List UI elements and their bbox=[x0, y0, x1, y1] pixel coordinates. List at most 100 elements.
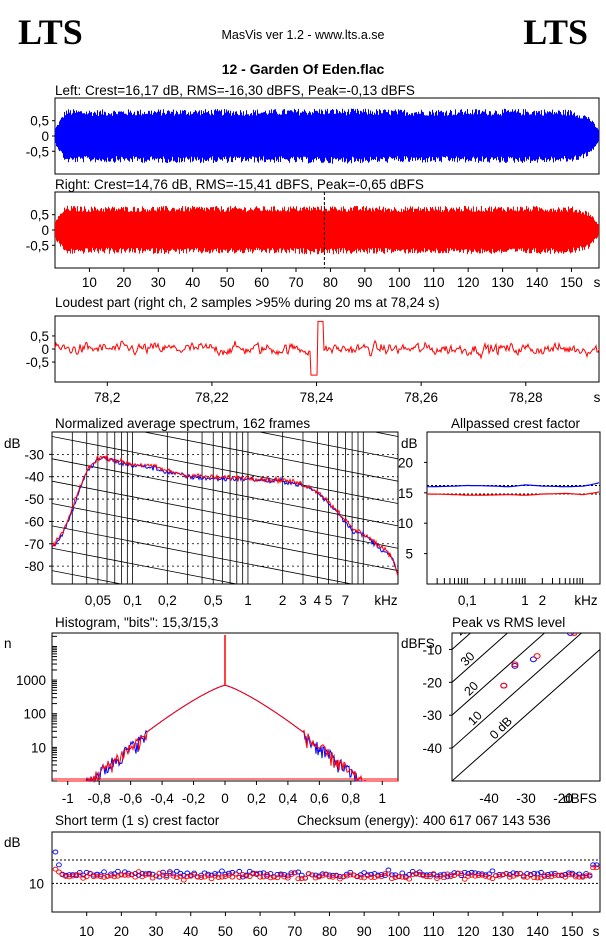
peak-rms-point-right bbox=[580, 621, 586, 626]
time-tick-label: 70 bbox=[288, 275, 303, 290]
short-crest-point-right bbox=[552, 872, 558, 878]
short-crest-xtick-label: 80 bbox=[322, 924, 337, 939]
short-crest-point-right bbox=[430, 871, 437, 877]
short-crest-point-right bbox=[565, 872, 572, 878]
short-crest-point-right bbox=[125, 872, 132, 878]
short-crest-point-right bbox=[475, 873, 482, 878]
loudest-xtick-label: 78,22 bbox=[195, 390, 229, 405]
short-crest-point-right bbox=[305, 871, 312, 877]
short-crest-xtick-label: 110 bbox=[423, 924, 445, 939]
allpass-ytick-label: 15 bbox=[398, 486, 413, 501]
short-crest-point-right bbox=[111, 874, 118, 880]
short-crest-point-right bbox=[416, 872, 423, 877]
allpass-unit-label: kHz bbox=[574, 593, 597, 608]
spectrum-xtick-label: 2 bbox=[279, 593, 287, 608]
short-crest-unit-label: s bbox=[593, 924, 600, 939]
short-crest-point-right bbox=[146, 871, 152, 877]
short-crest-point-right bbox=[350, 872, 357, 878]
peak-rms-ytick-label: -20 bbox=[422, 675, 442, 690]
short-crest-point-right bbox=[104, 874, 111, 879]
peak-rms-point-left bbox=[529, 656, 537, 663]
peak-rms-diagonal bbox=[452, 633, 546, 716]
short-crest-point-right bbox=[517, 871, 524, 876]
short-crest-point-right bbox=[458, 871, 465, 877]
right-waveform-ytick-label: 0,5 bbox=[30, 208, 49, 223]
peak-rms-point-right bbox=[511, 661, 519, 668]
short-crest-point-right bbox=[527, 872, 534, 878]
left-waveform-ytick-label: 0 bbox=[41, 129, 49, 144]
short-crest-point-left bbox=[437, 872, 444, 878]
short-crest-point-left bbox=[52, 849, 59, 855]
short-crest-point-right bbox=[545, 874, 551, 880]
histogram-xtick-label: -0,2 bbox=[182, 791, 205, 806]
histogram-ytick-label: 100 bbox=[23, 707, 46, 722]
short-crest-point-right bbox=[482, 873, 489, 879]
spectrum-slope-line bbox=[142, 432, 398, 482]
short-crest-xtick-label: 100 bbox=[388, 924, 411, 939]
time-unit-label: s bbox=[594, 275, 601, 290]
allpass-ylabel: dB bbox=[401, 436, 418, 451]
histogram-xtick-label: -0,6 bbox=[119, 791, 142, 806]
short-crest-point-right bbox=[163, 874, 170, 880]
short-crest-point-right bbox=[375, 873, 381, 879]
histogram-xtick-label: 1 bbox=[379, 791, 387, 806]
plot-layer: 0,50-0,50,50-0,510 20 30 40 50 60 70 80 90 100 110… bbox=[16, 97, 601, 939]
short-crest-point-left bbox=[434, 873, 440, 879]
peak-rms-point-right bbox=[575, 626, 581, 631]
short-crest-point-left bbox=[115, 868, 121, 874]
short-crest-point-right bbox=[413, 870, 420, 876]
histogram-xtick-label: 0,6 bbox=[310, 791, 329, 806]
time-tick-label: 20 bbox=[116, 275, 131, 290]
left-waveform-title: Left: Crest=16,17 dB, RMS=-16,30 dBFS, P… bbox=[55, 83, 415, 98]
short-crest-point-right bbox=[503, 871, 510, 877]
short-crest-point-right bbox=[132, 874, 139, 880]
short-crest-point-left bbox=[226, 870, 232, 876]
short-crest-ytick-label: 10 bbox=[29, 876, 44, 891]
short-crest-point-right bbox=[441, 875, 447, 881]
short-crest-point-right bbox=[198, 875, 204, 880]
loudest-xtick-label: 78,2 bbox=[94, 390, 120, 405]
short-crest-point-right bbox=[271, 874, 277, 880]
short-crest-xtick-label: 60 bbox=[253, 924, 268, 939]
short-crest-point-right bbox=[264, 871, 270, 877]
spectrum-slope-line bbox=[52, 570, 124, 584]
left-waveform-signal bbox=[55, 108, 599, 164]
short-crest-xtick-label: 90 bbox=[357, 924, 372, 939]
peak-rms-point-left bbox=[573, 624, 579, 629]
short-crest-point-right bbox=[94, 873, 100, 879]
short-crest-point-right bbox=[135, 869, 142, 875]
short-crest-point-left bbox=[472, 870, 478, 876]
short-crest-point-right bbox=[177, 873, 184, 879]
allpass-ytick-label: 20 bbox=[398, 455, 413, 470]
short-crest-point-right bbox=[76, 872, 83, 878]
loudest-xtick-label: 78,26 bbox=[404, 390, 438, 405]
time-tick-label: 80 bbox=[323, 275, 338, 290]
short-crest-xtick-label: 150 bbox=[561, 924, 584, 939]
short-crest-point-right bbox=[153, 873, 159, 879]
short-crest-point-left bbox=[101, 869, 107, 875]
short-crest-point-right bbox=[302, 875, 309, 881]
spectrum-ytick-label: -80 bbox=[24, 559, 44, 574]
short-crest-point-right bbox=[167, 870, 173, 876]
short-crest-point-left bbox=[274, 871, 281, 877]
logo-left: LTS bbox=[18, 12, 83, 52]
short-crest-point-left bbox=[236, 868, 243, 874]
short-crest-point-right bbox=[97, 874, 104, 879]
short-crest-point-right bbox=[590, 865, 596, 871]
short-crest-point-left bbox=[337, 874, 343, 879]
short-crest-point-right bbox=[326, 874, 333, 880]
short-crest-point-left bbox=[368, 871, 374, 877]
short-crest-title: Short term (1 s) crest factor bbox=[55, 813, 220, 828]
short-crest-point-right bbox=[56, 869, 62, 875]
short-crest-point-right bbox=[448, 874, 454, 879]
spectrum-ytick-label: -70 bbox=[24, 537, 44, 552]
spectrum-slope-line bbox=[52, 525, 354, 584]
short-crest-point-left bbox=[496, 872, 503, 877]
short-crest-point-right bbox=[513, 872, 520, 878]
spectrum-slope-line bbox=[52, 436, 398, 504]
short-crest-point-right bbox=[496, 873, 503, 879]
peak-rms-point-left bbox=[579, 624, 585, 629]
short-crest-point-right bbox=[246, 874, 253, 880]
short-crest-ylabel: dB bbox=[4, 835, 21, 850]
loudest-ytick-label: -0,5 bbox=[26, 355, 49, 370]
